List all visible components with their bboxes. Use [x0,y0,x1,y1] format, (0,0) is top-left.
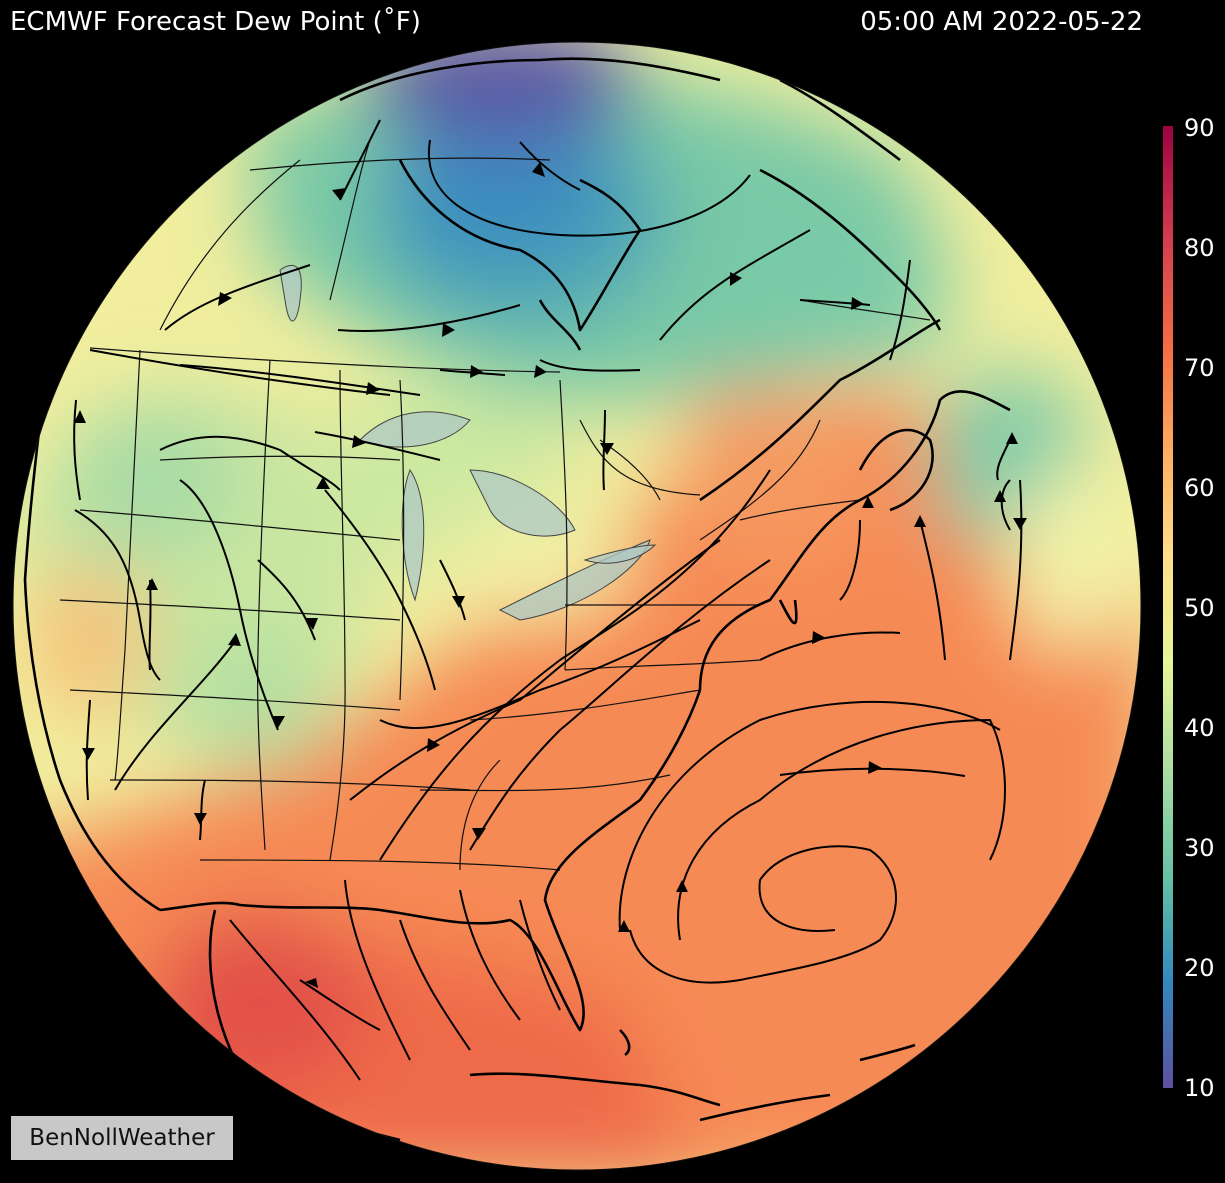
colorbar-label-80: 80 [1184,234,1215,262]
colorbar-label-20: 20 [1184,954,1215,982]
map-title: ECMWF Forecast Dew Point (˚F) [10,7,421,37]
coastlines [23,57,1011,1170]
colorbar-label-60: 60 [1184,474,1215,502]
state-borders [59,139,931,871]
colorbar [1163,126,1173,1088]
colorbar-gradient [1163,126,1173,1088]
colorbar-label-30: 30 [1184,834,1215,862]
colorbar-label-90: 90 [1184,114,1215,142]
wind-streamlines [73,119,1023,1081]
colorbar-label-40: 40 [1184,714,1215,742]
valid-time: 05:00 AM 2022-05-22 [860,7,1143,37]
colorbar-label-50: 50 [1184,594,1215,622]
great-lakes [279,265,657,621]
wind-arrowheads [74,162,1027,988]
colorbar-label-70: 70 [1184,354,1215,382]
watermark-label: BenNollWeather [11,1116,233,1160]
colorbar-label-10: 10 [1184,1074,1215,1102]
